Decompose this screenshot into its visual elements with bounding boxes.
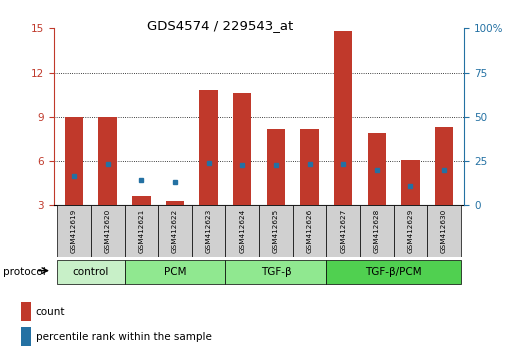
Bar	[158, 205, 192, 257]
Text: GSM412627: GSM412627	[340, 209, 346, 253]
Bar	[65, 117, 83, 205]
Text: TGF-β/PCM: TGF-β/PCM	[365, 267, 422, 277]
Text: GSM412621: GSM412621	[139, 209, 144, 253]
Bar	[57, 260, 125, 284]
Bar	[427, 205, 461, 257]
Text: count: count	[35, 307, 65, 317]
Bar	[225, 260, 326, 284]
Text: control: control	[73, 267, 109, 277]
Bar	[326, 260, 461, 284]
Text: GSM412623: GSM412623	[206, 209, 211, 253]
Text: protocol: protocol	[3, 267, 45, 276]
Bar	[259, 205, 293, 257]
Text: GSM412624: GSM412624	[239, 209, 245, 253]
Bar	[21, 327, 31, 346]
Bar	[57, 205, 91, 257]
Text: percentile rank within the sample: percentile rank within the sample	[35, 332, 211, 342]
Bar	[21, 302, 31, 321]
Text: GSM412619: GSM412619	[71, 209, 77, 253]
Bar	[91, 205, 125, 257]
Bar	[125, 205, 158, 257]
Bar	[98, 117, 117, 205]
Bar	[293, 205, 326, 257]
Bar	[393, 205, 427, 257]
Bar	[225, 205, 259, 257]
Text: GSM412626: GSM412626	[307, 209, 312, 253]
Bar	[401, 160, 420, 205]
Text: GSM412629: GSM412629	[407, 209, 413, 253]
Bar	[334, 31, 352, 205]
Bar	[360, 205, 393, 257]
Bar	[200, 90, 218, 205]
Bar	[435, 127, 453, 205]
Bar	[192, 205, 225, 257]
Text: GSM412625: GSM412625	[273, 209, 279, 253]
Bar	[326, 205, 360, 257]
Text: TGF-β: TGF-β	[261, 267, 291, 277]
Text: GSM412622: GSM412622	[172, 209, 178, 253]
Bar	[125, 260, 225, 284]
Bar	[166, 201, 184, 205]
Text: GSM412630: GSM412630	[441, 209, 447, 253]
Bar	[132, 196, 151, 205]
Text: GSM412620: GSM412620	[105, 209, 111, 253]
Bar	[300, 129, 319, 205]
Bar	[367, 133, 386, 205]
Bar	[267, 129, 285, 205]
Bar	[233, 93, 251, 205]
Text: GSM412628: GSM412628	[374, 209, 380, 253]
Text: GDS4574 / 229543_at: GDS4574 / 229543_at	[147, 19, 294, 33]
Text: PCM: PCM	[164, 267, 186, 277]
